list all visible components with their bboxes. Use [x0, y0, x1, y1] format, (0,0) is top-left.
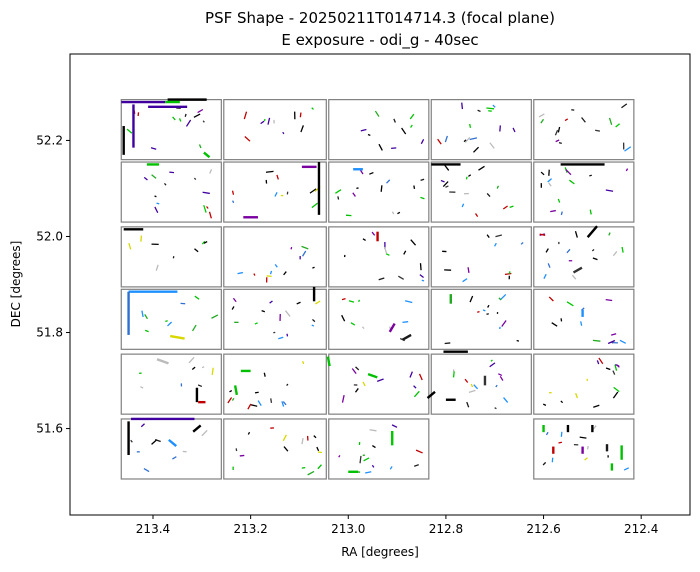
x-tick-label: 212.6 [526, 522, 560, 536]
x-axis-label: RA [degrees] [341, 545, 419, 559]
psf-whisker [264, 373, 265, 377]
psf-whisker [302, 468, 306, 469]
psf-whisker [593, 340, 600, 341]
x-tick-label: 213.0 [331, 522, 365, 536]
psf-whisker [505, 274, 511, 275]
x-tick-label: 212.8 [429, 522, 463, 536]
psf-whisker [240, 455, 245, 456]
psf-whisker [422, 280, 424, 281]
psf-whisker [462, 103, 463, 109]
psf-whisker [291, 247, 292, 249]
x-tick-label: 213.2 [233, 522, 267, 536]
psf-whisker [487, 314, 489, 315]
y-tick-label: 51.6 [36, 422, 63, 436]
psf-whisker [271, 398, 272, 403]
psf-whisker [266, 171, 274, 172]
psf-whisker [267, 276, 272, 277]
psf-whisker [454, 371, 455, 377]
psf-whisker [287, 334, 288, 337]
psf-whisker [165, 321, 167, 322]
psf-whisker [157, 203, 160, 204]
psf-whisker [381, 185, 382, 191]
psf-whisker [468, 267, 469, 273]
psf-whisker [338, 196, 339, 199]
psf-whisker [360, 456, 361, 463]
psf-whisker [312, 267, 314, 268]
psf-whisker [517, 341, 519, 342]
psf-whisker [445, 343, 451, 344]
psf-whisker [414, 186, 415, 189]
psf-whisker [185, 114, 186, 117]
psf-whisker [561, 212, 562, 215]
psf-whisker [235, 385, 237, 394]
psf-whisker [495, 408, 497, 409]
psf-whisker [466, 177, 467, 180]
psf-whisker [359, 300, 360, 302]
psf-whisker [589, 175, 592, 176]
psf-whisker [477, 312, 479, 313]
psf-whisker [595, 130, 600, 131]
y-axis-label: DEC [degrees] [9, 241, 23, 328]
psf-whisker [368, 134, 370, 135]
psf-whisker [328, 357, 330, 366]
psf-whisker [470, 124, 471, 128]
x-tick-label: 213.4 [136, 522, 170, 536]
psf-whisker [141, 236, 142, 242]
chart-title-line-1: PSF Shape - 20250211T014714.3 (focal pla… [205, 9, 555, 27]
psf-whisker [559, 143, 562, 144]
psf-whisker [255, 392, 259, 393]
psf-whisker [202, 367, 204, 368]
y-tick-label: 52.0 [36, 229, 63, 243]
x-tick-label: 212.4 [624, 522, 658, 536]
chart-title-line-2: E exposure - odi_g - 40sec [281, 31, 478, 50]
psf-whisker [312, 325, 314, 326]
psf-whisker [233, 191, 234, 195]
psf-whisker [283, 132, 284, 134]
psf-whisker [606, 300, 612, 301]
psf-whisker [303, 361, 304, 364]
y-tick-label: 52.2 [36, 133, 63, 147]
psf-whisker [300, 113, 301, 118]
psf-whisker [588, 446, 589, 449]
psf-whisker [420, 263, 421, 270]
psf-whisker [581, 321, 582, 325]
psf-whisker [155, 196, 157, 197]
psf-whisker [486, 108, 494, 109]
psf-whisker [558, 442, 561, 443]
psf-whisker [402, 322, 408, 323]
y-tick-label: 51.8 [36, 326, 63, 340]
